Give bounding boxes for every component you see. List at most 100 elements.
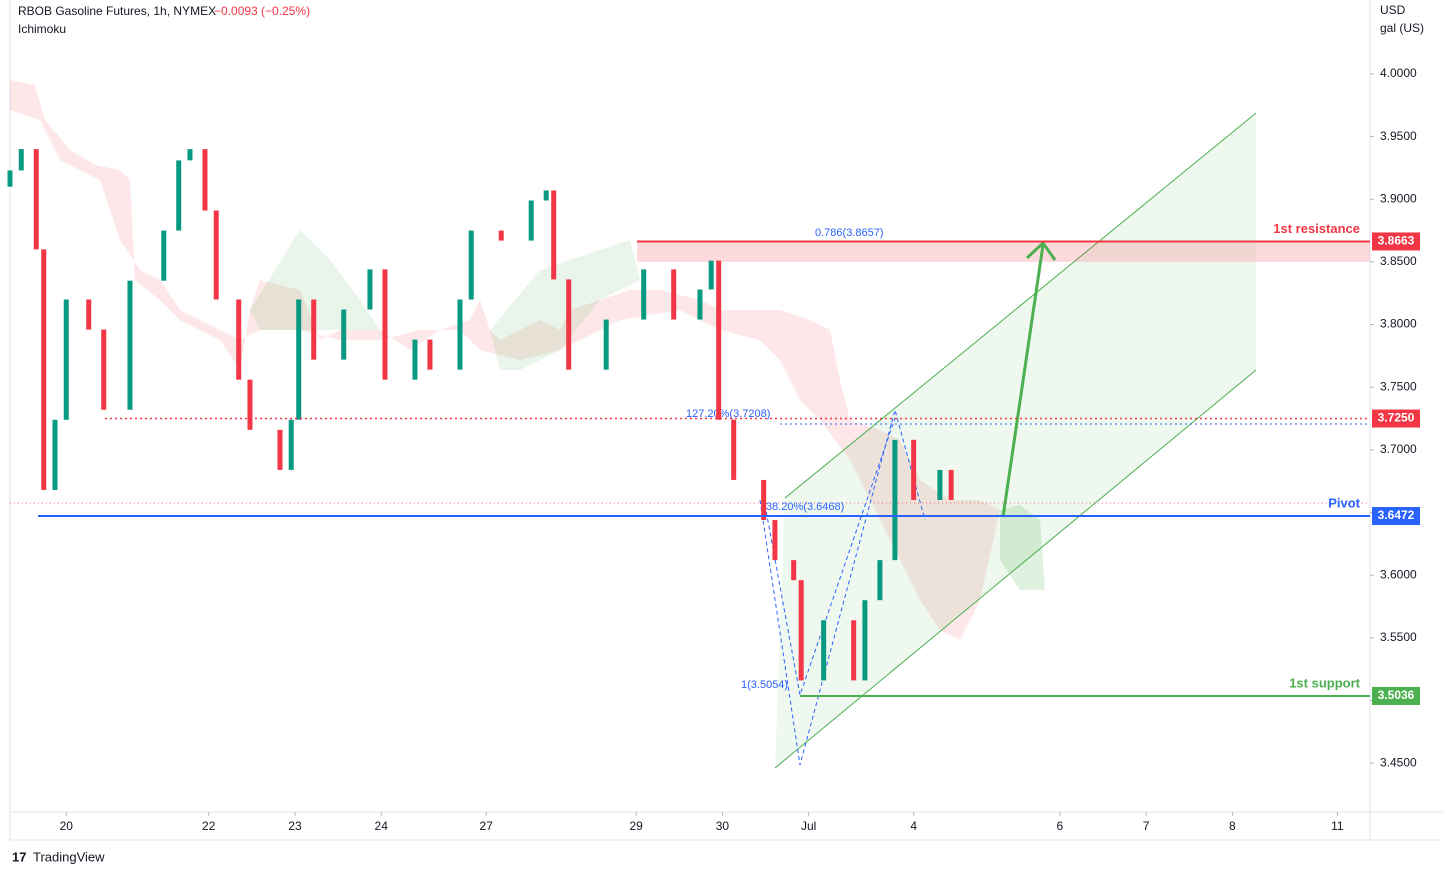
candle-body (86, 299, 92, 330)
brand-name: TradingView (33, 849, 105, 864)
candle-body (63, 299, 69, 420)
indicator-label: Ichimoku (18, 22, 66, 36)
channel-line (784, 112, 1257, 499)
candle-body (236, 299, 242, 380)
candle-body (296, 299, 302, 420)
y-tick-label: 4.0000 (1380, 66, 1417, 80)
candle-body (551, 190, 557, 280)
price-change: −0.0093 (−0.25%) (214, 4, 310, 18)
unit-label: gal (US) (1380, 21, 1424, 35)
fib-zigzag (764, 417, 896, 697)
candle-body (791, 560, 797, 581)
y-tick-label: 3.6000 (1380, 567, 1417, 581)
price-tag-label: 3.7250 (1378, 411, 1415, 425)
candle-body (277, 429, 283, 470)
candle-body (161, 230, 167, 281)
candle-body (498, 230, 504, 241)
x-tick-label: 24 (375, 819, 389, 833)
candle-body (382, 269, 388, 380)
candle-body (798, 580, 804, 681)
candle-body (101, 329, 107, 410)
candle-body (731, 419, 737, 480)
candle-body (311, 299, 317, 360)
candle-body (247, 379, 253, 430)
y-tick-label: 3.9000 (1380, 191, 1417, 205)
projection-arrow-head (1025, 240, 1057, 261)
candle-body (176, 160, 182, 231)
resistance-zone (637, 242, 1370, 262)
level-label: 1st support (1289, 675, 1360, 690)
x-tick-label: 6 (1057, 819, 1064, 833)
x-tick-label: Jul (801, 819, 816, 833)
candle-body (948, 469, 954, 500)
candle-body (187, 149, 193, 161)
fib-label: 127.20%(3.7208) (686, 408, 770, 420)
candle-body (341, 309, 347, 360)
brand-logo: 17 (12, 849, 26, 864)
candle-body (566, 279, 572, 370)
x-tick-label: 11 (1331, 819, 1344, 833)
x-tick-label: 4 (910, 819, 917, 833)
price-tag (1372, 409, 1420, 428)
fib-label: 38.20%(3.6468) (766, 501, 844, 513)
candle-body (716, 260, 722, 420)
candle-body (213, 210, 219, 300)
candle-body (821, 620, 827, 681)
candle-body (772, 520, 778, 561)
price-tag (1372, 507, 1420, 526)
candle-body (697, 289, 703, 320)
y-tick-label: 3.8500 (1380, 254, 1417, 268)
y-tick-label: 3.4500 (1380, 755, 1417, 769)
candle-body (202, 149, 208, 211)
level-label: 1st resistance (1273, 221, 1360, 236)
candle-body (708, 260, 714, 290)
ichimoku-cloud (10, 80, 1045, 640)
y-tick-label: 3.7000 (1380, 442, 1417, 456)
y-tick-label: 3.5500 (1380, 630, 1417, 644)
y-tick-label: 3.7500 (1380, 379, 1417, 393)
x-tick-label: 7 (1143, 819, 1150, 833)
plot-area (10, 0, 1370, 812)
candle-body (367, 269, 373, 310)
x-tick-label: 30 (716, 819, 730, 833)
y-tick-label: 3.8000 (1380, 317, 1417, 331)
candle-body (52, 419, 58, 490)
candle-body (33, 149, 39, 250)
y-tick-label: 3.9500 (1380, 129, 1417, 143)
candle-body (543, 190, 549, 201)
fib-label: 0.786(3.8657) (815, 227, 884, 239)
x-tick-label: 20 (60, 819, 74, 833)
candle-body (288, 419, 294, 470)
price-tag (1372, 686, 1420, 705)
fib-zigzag (759, 408, 926, 766)
x-tick-label: 29 (630, 819, 644, 833)
candle-body (892, 439, 898, 561)
price-tag-label: 3.6472 (1378, 508, 1415, 522)
unit-label: USD (1380, 3, 1406, 17)
x-tick-label: 27 (480, 819, 494, 833)
chart-title: RBOB Gasoline Futures, 1h, NYMEX (18, 4, 216, 18)
candle-body (761, 479, 767, 521)
price-tag-label: 3.5036 (1378, 688, 1415, 702)
candle-body (468, 230, 474, 300)
candle-body (911, 439, 917, 500)
candle-body (671, 269, 677, 320)
candle-body (937, 469, 943, 500)
channel-line (774, 369, 1257, 769)
candle-body (603, 319, 609, 370)
candle-body (427, 339, 433, 370)
x-tick-label: 23 (288, 819, 302, 833)
x-tick-label: 22 (202, 819, 216, 833)
candle-body (641, 269, 647, 320)
price-tag (1372, 232, 1420, 251)
candle-body (457, 299, 463, 370)
fib-label: 1(3.5054) (741, 679, 788, 691)
candle-body (851, 620, 857, 681)
candle-body (127, 280, 133, 410)
candle-body (412, 339, 418, 380)
level-label: Pivot (1328, 495, 1360, 510)
candle-body (528, 200, 534, 241)
candle-body (862, 600, 868, 681)
candle-body (18, 149, 24, 171)
